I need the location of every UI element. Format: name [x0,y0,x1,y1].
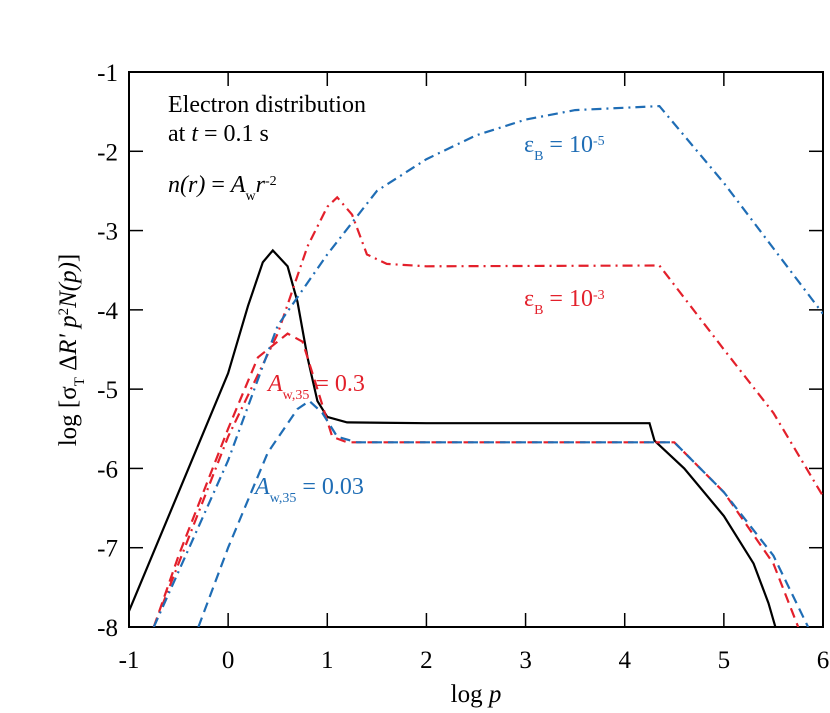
y-tick-label: -7 [97,536,118,563]
text-part: p [55,315,82,330]
y-tick-label: -6 [97,456,118,483]
text-part: -5 [593,134,605,149]
text-part: = [205,172,231,198]
x-tick-label: 2 [420,647,433,674]
text-part: p [487,681,502,708]
text-part: w,35 [283,388,310,403]
annotation: εB = 10-5 [524,132,605,164]
curves [129,104,823,627]
text-part: ε [524,286,534,312]
annotation: Aw,35 = 0.3 [266,371,365,403]
text-part: = 10 [543,132,593,158]
text-part: = 0.03 [296,474,364,500]
y-tick-label: -8 [97,615,118,642]
annotation: Aw,35 = 0.03 [253,474,364,506]
line-series [152,104,823,627]
text-part: 2 [56,308,72,316]
x-tick-label: 3 [519,647,532,674]
x-tick-label: -1 [119,647,140,674]
text-part: t [191,121,199,147]
line-series [152,332,800,627]
text-part: w [246,189,257,204]
text-part: B [534,149,543,164]
line-series [197,399,810,627]
text-part: w,35 [270,491,297,506]
text-part: ε [524,132,534,158]
line-series [129,248,777,627]
y-tick-label: -5 [97,377,118,404]
x-tick-label: 0 [222,647,235,674]
x-axis-label: log p [451,681,502,708]
annotation: Electron distribution [168,92,366,118]
y-axis-label: log [σT ΔR' p2N(p)] [55,254,88,447]
text-part: Electron distribution [168,92,366,118]
text-part: -3 [593,288,605,303]
line-series [152,195,823,627]
text-part: log [σ [55,386,82,447]
text-part: B [534,303,543,318]
y-tick-label: -2 [97,139,118,166]
text-part: A [229,172,246,198]
text-part: T [72,377,88,386]
text-part: A [253,474,270,500]
plot-frame [128,71,824,628]
y-tick-label: -1 [97,60,118,87]
text-part: N(p) [55,262,82,309]
text-part: R' [55,333,82,355]
text-part: = 0.1 s [198,121,269,147]
text-part: n(r) [168,172,205,198]
text-part: = 10 [543,286,593,312]
text-part: -2 [265,174,277,189]
x-tick-label: 1 [321,647,334,674]
y-tick-label: -4 [97,298,118,325]
text-part: at [168,121,191,147]
x-tick-label: 4 [618,647,631,674]
y-tick-label: -3 [97,219,118,246]
text-part: ] [55,254,82,262]
text-part: = 0.3 [309,371,365,397]
text-part: A [266,371,283,397]
annotation: n(r) = Awr-2 [168,172,277,204]
annotation: εB = 10-3 [524,286,605,318]
text-part: Δ [55,355,82,377]
annotation: at t = 0.1 s [168,121,269,147]
x-tick-label: 6 [817,647,830,674]
text-part: r [256,172,266,198]
text-part: log [451,681,489,708]
x-tick-label: 5 [718,647,731,674]
